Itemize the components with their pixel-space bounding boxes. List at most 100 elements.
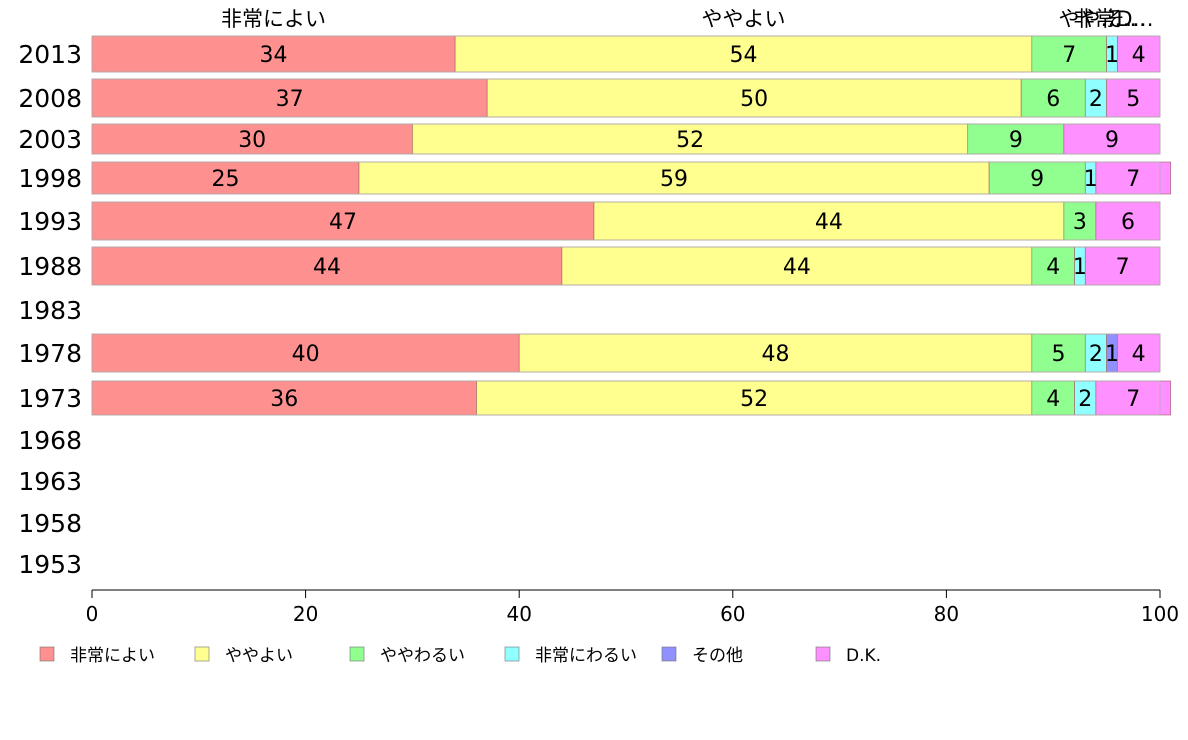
data-label: 7: [1116, 255, 1130, 280]
data-label: 4: [1132, 43, 1146, 68]
x-tick-label: 40: [506, 602, 531, 626]
data-label: 48: [762, 342, 790, 367]
data-label: 5: [1052, 342, 1066, 367]
legend-swatch: [815, 646, 831, 662]
data-label: 1: [1105, 342, 1119, 367]
data-label: 6: [1121, 210, 1135, 235]
legend-label: 非常にわるい: [535, 646, 637, 666]
bar-segment: [1106, 78, 1161, 118]
data-label: 54: [729, 43, 757, 68]
bar-outline: [91, 246, 1161, 286]
legend-label: その他: [692, 646, 743, 666]
data-label: 4: [1132, 342, 1146, 367]
data-label: 50: [740, 87, 768, 112]
data-label: 7: [1062, 43, 1076, 68]
data-label: 4: [1046, 255, 1060, 280]
legend-label: ややよい: [225, 646, 293, 666]
bar-outline: [91, 161, 1161, 195]
data-label: 30: [238, 128, 266, 153]
legend-swatch: [504, 646, 520, 662]
bar-outline: [91, 201, 1161, 241]
bar-segment: [593, 201, 1065, 241]
bar-segment: [91, 161, 360, 195]
legend-swatch: [349, 646, 365, 662]
data-label: 1: [1105, 43, 1119, 68]
data-label: 2: [1089, 87, 1103, 112]
bar-segment: [988, 161, 1086, 195]
data-label: 36: [270, 387, 298, 412]
bar-segment: [967, 123, 1065, 155]
data-label: 44: [783, 255, 811, 280]
category-label: 1958: [18, 509, 82, 538]
category-label: 1963: [18, 467, 82, 496]
x-tick-label: 100: [1141, 602, 1179, 626]
data-label: 59: [660, 167, 688, 192]
top-labels: 非常によい ややよい やや…非常…そ…D…: [221, 7, 1154, 31]
bar-segment: [358, 161, 990, 195]
x-axis: 0 20 40 60 80 100: [86, 589, 1179, 626]
data-label: 7: [1126, 167, 1140, 192]
data-label: 44: [815, 210, 843, 235]
bar-segment: [91, 201, 595, 241]
bar-outline: [91, 380, 1161, 416]
category-label: 2008: [18, 84, 82, 113]
data-label: 25: [212, 167, 240, 192]
data-label: 3: [1073, 210, 1087, 235]
data-label: 44: [313, 255, 341, 280]
legend-swatch: [661, 646, 677, 662]
top-label: 非常によい: [221, 7, 326, 31]
bar-segment: [1095, 161, 1171, 195]
data-label: 6: [1046, 87, 1060, 112]
bar-segment: [1095, 380, 1171, 416]
bar-outline: [91, 123, 1161, 155]
bar-segment: [1116, 333, 1161, 373]
bar-segment: [412, 123, 969, 155]
data-label: 9: [1030, 167, 1044, 192]
bar-segment: [1031, 246, 1075, 286]
data-label: 34: [260, 43, 288, 68]
bar-segment: [91, 78, 488, 118]
category-label: 1953: [18, 550, 82, 579]
top-label: D…: [1116, 7, 1153, 31]
bar-segment: [1020, 78, 1086, 118]
data-label: 47: [329, 210, 357, 235]
bar-segment: [518, 333, 1033, 373]
data-label: 1: [1084, 167, 1098, 192]
category-label: 1973: [18, 384, 82, 413]
x-tick-label: 80: [934, 602, 959, 626]
category-label: 1968: [18, 426, 82, 455]
x-tick-label: 20: [293, 602, 318, 626]
top-label: ややよい: [701, 7, 785, 31]
data-label: 9: [1009, 128, 1023, 153]
x-tick-label: 60: [720, 602, 745, 626]
bar-segment: [1095, 201, 1161, 241]
bar-outline: [91, 35, 1161, 73]
legend-swatch: [194, 646, 210, 662]
category-label: 1993: [18, 207, 82, 236]
legend-label: D.K.: [846, 646, 881, 666]
legend: 非常によい ややよい ややわるい 非常にわるい その他 D.K.: [39, 646, 881, 666]
data-label: 4: [1046, 387, 1060, 412]
legend-swatch: [39, 646, 55, 662]
category-label: 1978: [18, 339, 82, 368]
category-label: 1988: [18, 252, 82, 281]
data-label: 52: [676, 128, 704, 153]
category-label: 1983: [18, 296, 82, 325]
x-tick-label: 0: [86, 602, 99, 626]
data-label: 40: [292, 342, 320, 367]
data-label: 2: [1078, 387, 1092, 412]
data-label: 1: [1073, 255, 1087, 280]
bar-segment: [561, 246, 1033, 286]
legend-label: 非常によい: [70, 646, 155, 666]
data-label: 7: [1126, 387, 1140, 412]
data-label: 2: [1089, 342, 1103, 367]
bar-segment: [1116, 35, 1161, 73]
data-label: 37: [276, 87, 304, 112]
bar-segment: [476, 380, 1033, 416]
category-label: 1998: [18, 164, 82, 193]
bar-segment: [91, 123, 413, 155]
bar-outline: [91, 78, 1161, 118]
bar-segment: [1031, 333, 1086, 373]
